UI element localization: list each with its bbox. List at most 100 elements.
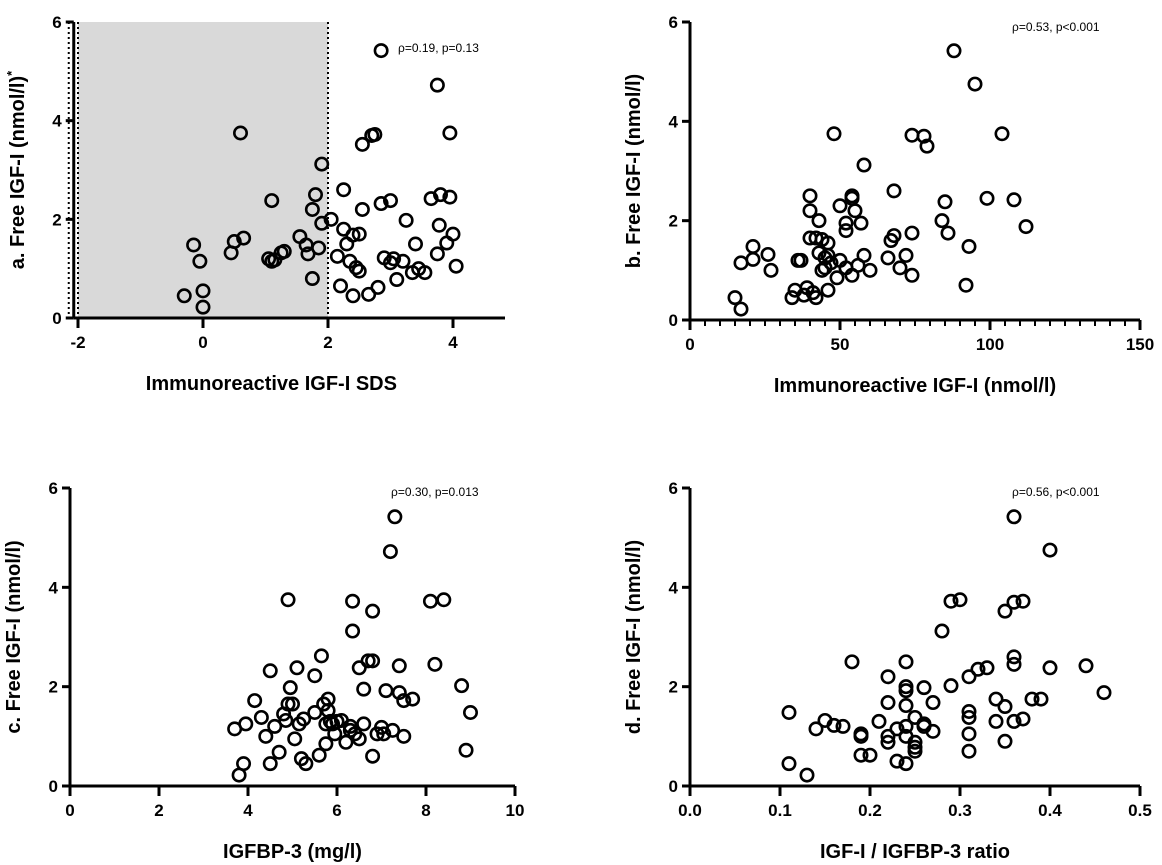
data-point [247, 693, 263, 709]
data-point [329, 248, 345, 264]
data-point [856, 157, 872, 173]
data-point [280, 696, 296, 712]
data-point [898, 756, 914, 772]
data-point [907, 734, 923, 750]
data-point [823, 255, 839, 271]
data-point [1006, 649, 1022, 665]
data-point [1024, 691, 1040, 707]
data-point [356, 716, 372, 732]
data-point [808, 230, 824, 246]
data-point [417, 265, 433, 281]
correlation-annotation: ρ=0.19, p=0.13 [398, 41, 479, 55]
data-point [853, 728, 869, 744]
data-point [925, 723, 941, 739]
data-point [958, 277, 974, 293]
data-point [829, 270, 845, 286]
data-point [988, 691, 1004, 707]
data-point [307, 187, 323, 203]
data-point [745, 251, 761, 267]
data-point [1042, 542, 1058, 558]
data-point [376, 726, 392, 742]
x-tick-label: 0.5 [1128, 801, 1152, 820]
data-point [382, 544, 398, 560]
data-point [361, 286, 377, 302]
data-point [287, 731, 303, 747]
y-tick-label: 4 [669, 578, 679, 597]
data-point [760, 246, 776, 262]
data-point [396, 693, 412, 709]
data-point [961, 726, 977, 742]
data-point [763, 262, 779, 278]
y-tick-label: 6 [49, 479, 58, 498]
data-point [811, 213, 827, 229]
data-point [1015, 593, 1031, 609]
data-point [195, 299, 211, 315]
data-point [396, 728, 412, 744]
data-point [745, 238, 761, 254]
data-point [904, 225, 920, 241]
data-point [298, 756, 314, 772]
x-tick-label: 0 [65, 801, 74, 820]
data-point [398, 212, 414, 228]
data-point [781, 704, 797, 720]
data-point [916, 680, 932, 696]
data-point [304, 201, 320, 217]
data-point [370, 279, 386, 295]
data-point [847, 203, 863, 219]
data-point [356, 681, 372, 697]
data-point [253, 709, 269, 725]
data-point [1006, 656, 1022, 672]
data-point [436, 592, 452, 608]
x-tick-label: -2 [70, 333, 85, 352]
data-point [946, 43, 962, 59]
data-point [354, 201, 370, 217]
data-point [458, 742, 474, 758]
data-point [733, 301, 749, 317]
x-tick-label: 50 [831, 335, 850, 354]
data-point [276, 243, 292, 259]
data-point [238, 716, 254, 732]
data-point [925, 695, 941, 711]
data-point [952, 592, 968, 608]
data-point [351, 226, 367, 242]
data-point [997, 733, 1013, 749]
data-point [258, 728, 274, 744]
data-point [1018, 219, 1034, 235]
x-axis-title: Immunoreactive IGF-I SDS [146, 373, 397, 395]
shaded-normal-range [78, 22, 328, 318]
data-point [186, 237, 202, 253]
data-point [1033, 691, 1049, 707]
data-point [886, 183, 902, 199]
y-tick-label: 2 [669, 678, 678, 697]
scatter-panel-c: 0 2 4 6 0 2 4 6 8 10 IGFBP-3 (mg/l) c. Free IGF-I (… [3, 479, 524, 863]
data-point [898, 718, 914, 734]
y-tick-label: 6 [52, 13, 61, 32]
data-point [262, 756, 278, 772]
x-tick-label: 0.1 [768, 801, 792, 820]
data-point [278, 712, 294, 728]
data-point [345, 623, 361, 639]
scatter-panel-a: 0 2 4 6 -2 0 2 4 Immunoreactive IGF-I SDS a. Free… [4, 13, 505, 395]
data-point [365, 653, 381, 669]
x-tick-label: 0.3 [948, 801, 972, 820]
data-point [886, 228, 902, 244]
x-tick-label: 0 [198, 333, 207, 352]
data-point [373, 196, 389, 212]
data-point [1006, 192, 1022, 208]
data-point [236, 230, 252, 246]
data-point [943, 593, 959, 609]
data-point [808, 290, 824, 306]
data-point [880, 250, 896, 266]
data-point [345, 288, 361, 304]
data-point [799, 767, 815, 783]
data-point [961, 703, 977, 719]
y-axis-title-superscript: * [4, 70, 19, 76]
data-point [844, 654, 860, 670]
data-point [462, 704, 478, 720]
data-point [781, 756, 797, 772]
data-point [862, 262, 878, 278]
data-point [892, 260, 908, 276]
y-tick-label: 2 [49, 678, 58, 697]
data-point [802, 188, 818, 204]
